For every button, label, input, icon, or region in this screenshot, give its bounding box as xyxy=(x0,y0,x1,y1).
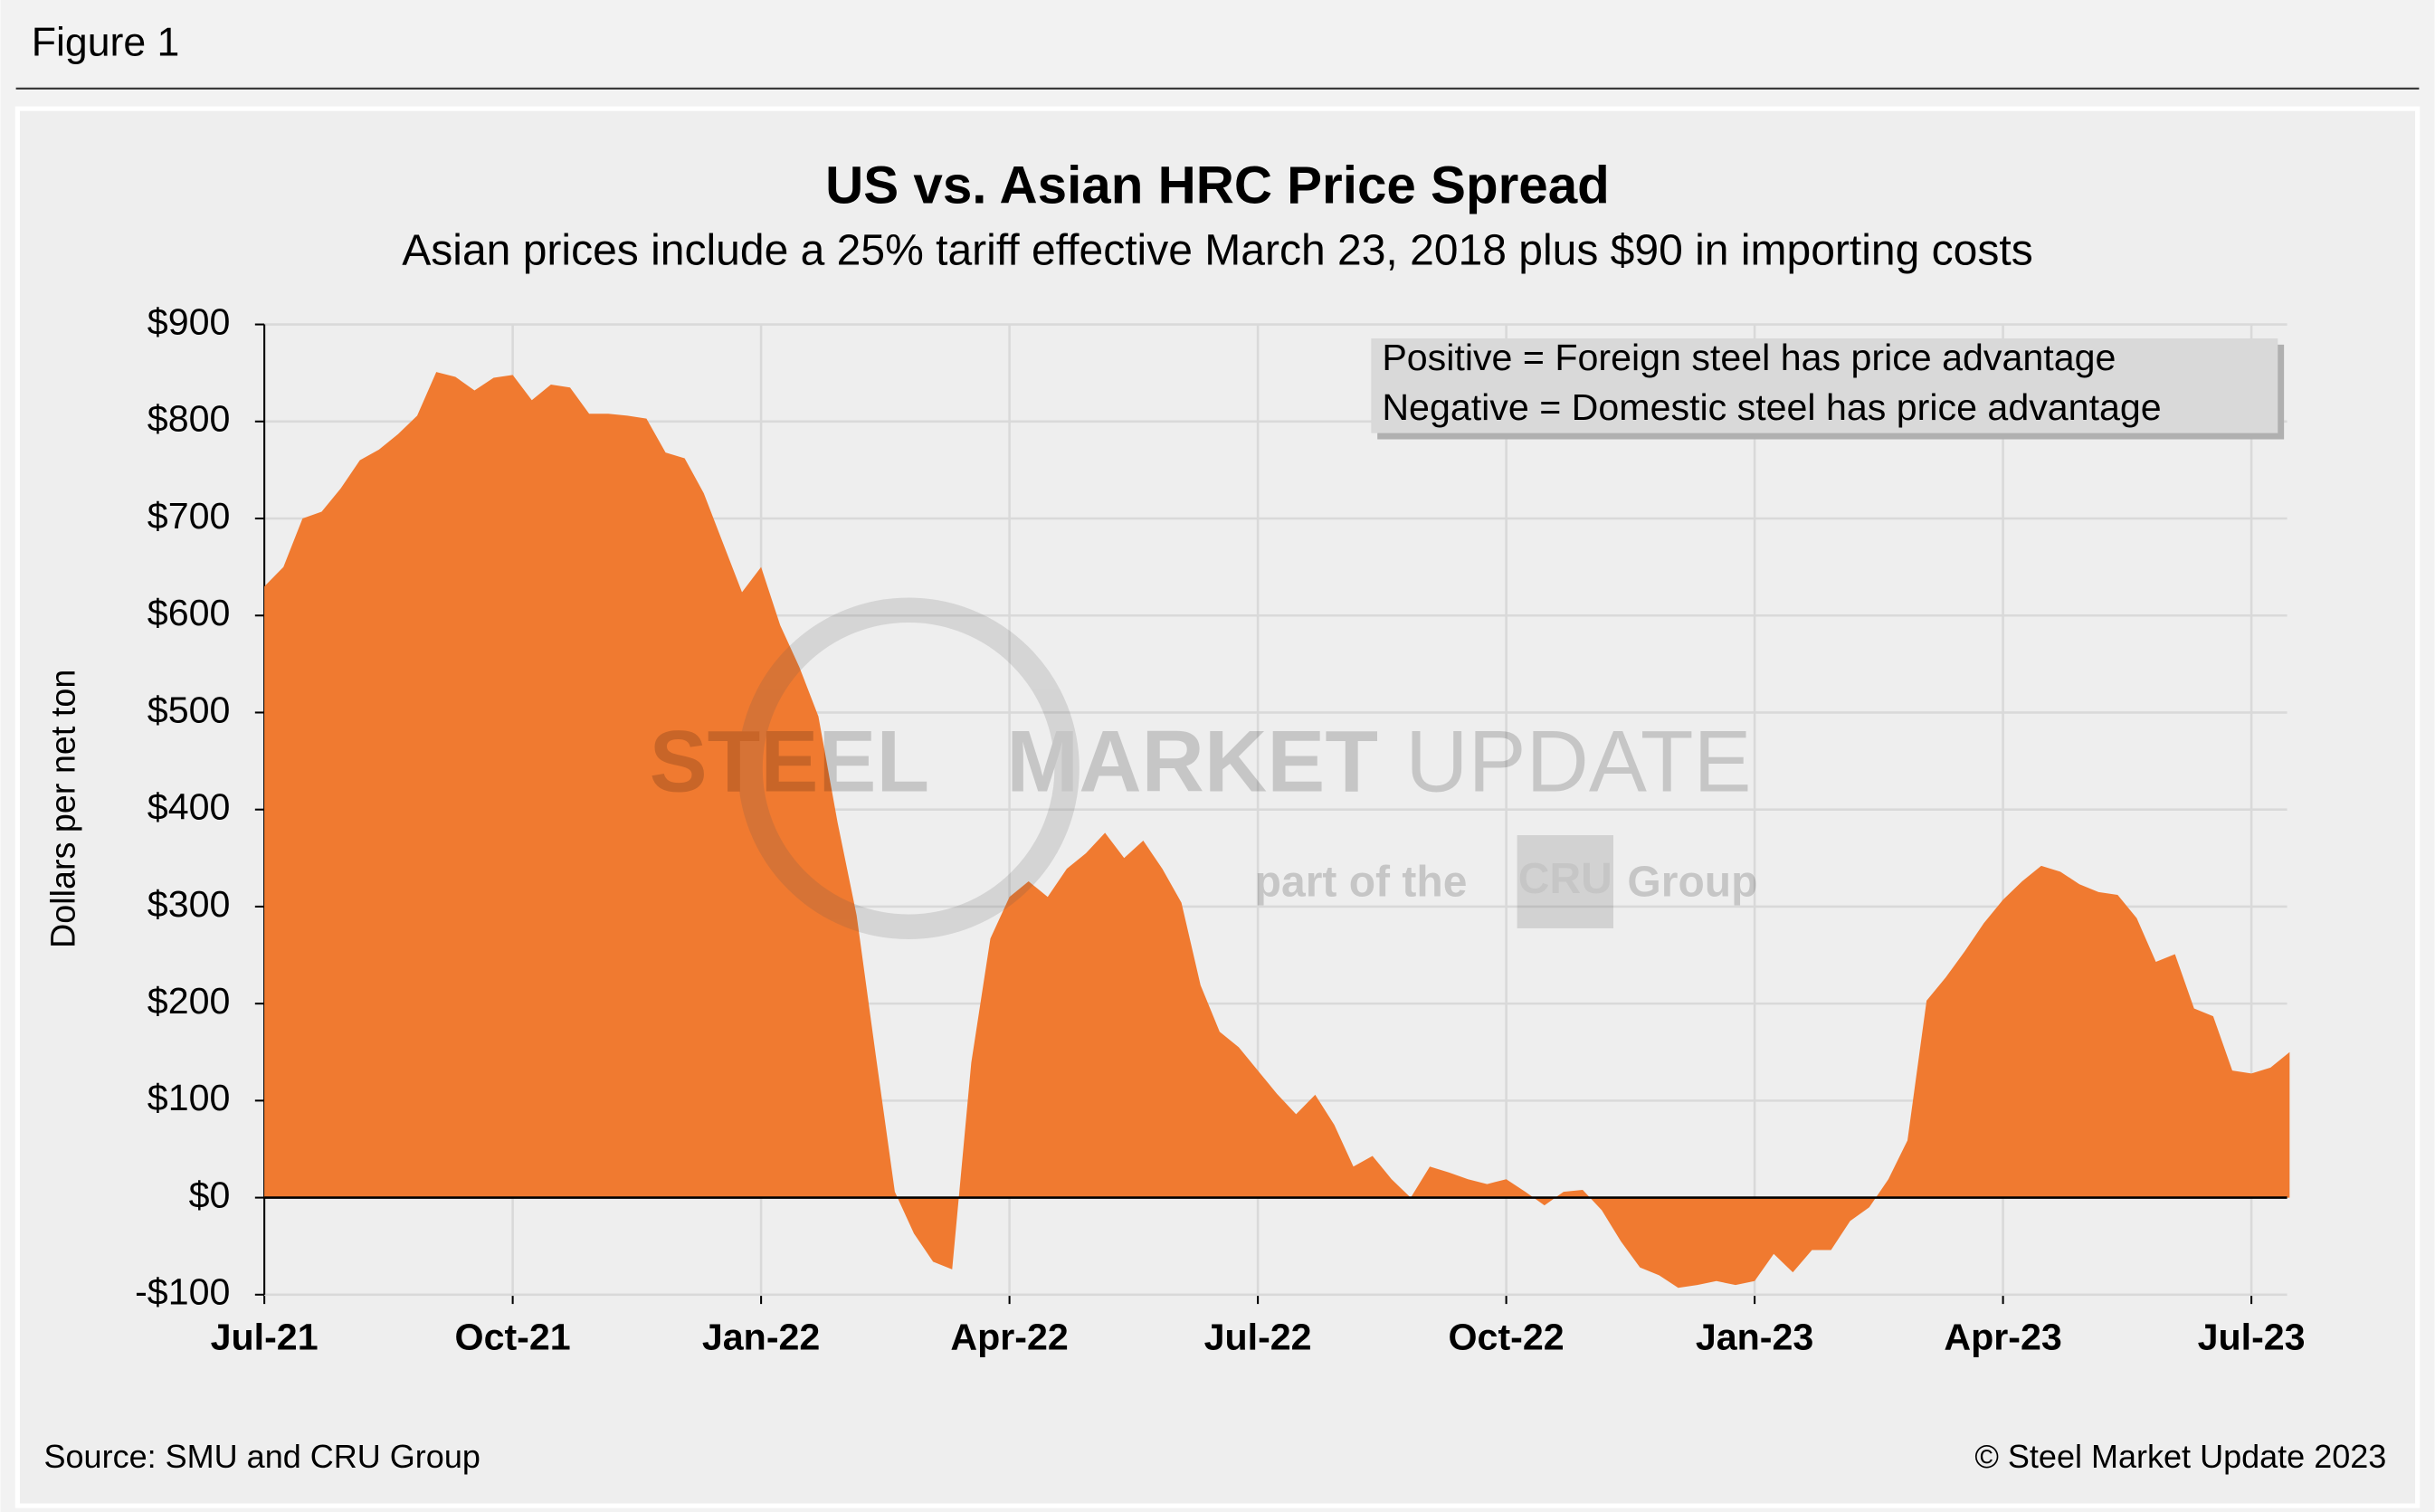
watermark-text: CRU xyxy=(1518,855,1612,903)
watermark-text: STEEL xyxy=(650,714,930,811)
y-axis-label: Dollars per net ton xyxy=(43,670,81,948)
marks xyxy=(264,372,2290,1289)
watermark-text: UPDATE xyxy=(1405,714,1752,811)
x-tick-label: Apr-23 xyxy=(1944,1316,2061,1357)
watermark-logo xyxy=(1517,834,1613,928)
watermark-text: Group xyxy=(1627,859,1757,907)
y-tick-label: -$100 xyxy=(135,1271,230,1313)
x-tick-label: Oct-21 xyxy=(455,1316,571,1357)
figure-label: Figure 1 xyxy=(32,21,180,65)
chart-subtitle: Asian prices include a 25% tariff effect… xyxy=(402,226,2032,274)
y-tick-label: $200 xyxy=(147,980,231,1022)
annotation-text: Negative = Domestic steel has price adva… xyxy=(1382,386,2161,428)
y-tick-label: $500 xyxy=(147,689,231,730)
source-note: Source: SMU and CRU Group xyxy=(44,1438,480,1475)
x-tick-label: Jul-22 xyxy=(1204,1316,1312,1357)
x-tick-label: Jul-21 xyxy=(211,1316,319,1357)
watermark-text: MARKET xyxy=(1006,714,1378,811)
annotation: Positive = Foreign steel has price advan… xyxy=(1371,337,2285,440)
watermark: STEEL MARKET UPDATE part of the CRU Grou… xyxy=(650,597,1757,939)
y-tick-label: $100 xyxy=(147,1077,231,1118)
annotation-text: Positive = Foreign steel has price advan… xyxy=(1382,337,2116,378)
y-tick-label: $0 xyxy=(189,1174,231,1215)
x-tick-label: Jan-22 xyxy=(702,1316,820,1357)
y-tick-label: $800 xyxy=(147,398,231,440)
watermark-text: part of the xyxy=(1255,859,1468,907)
annotation-box xyxy=(1371,338,2278,433)
x-tick-label: Apr-22 xyxy=(950,1316,1068,1357)
x-tick-label: Jan-23 xyxy=(1696,1316,1813,1357)
y-tick-label: $400 xyxy=(147,786,231,828)
x-tick-label: Jul-23 xyxy=(2198,1316,2306,1357)
area xyxy=(264,372,2290,1289)
y-tick-label: $300 xyxy=(147,883,231,925)
copyright-note: © Steel Market Update 2023 xyxy=(1974,1438,2386,1475)
y-tick-label: $600 xyxy=(147,592,231,633)
watermark-ring xyxy=(737,597,1080,939)
y-tick-label: $900 xyxy=(147,300,231,342)
chart-title: US vs. Asian HRC Price Spread xyxy=(825,157,1610,215)
x-tick-label: Oct-22 xyxy=(1449,1316,1565,1357)
y-tick-label: $700 xyxy=(147,495,231,537)
